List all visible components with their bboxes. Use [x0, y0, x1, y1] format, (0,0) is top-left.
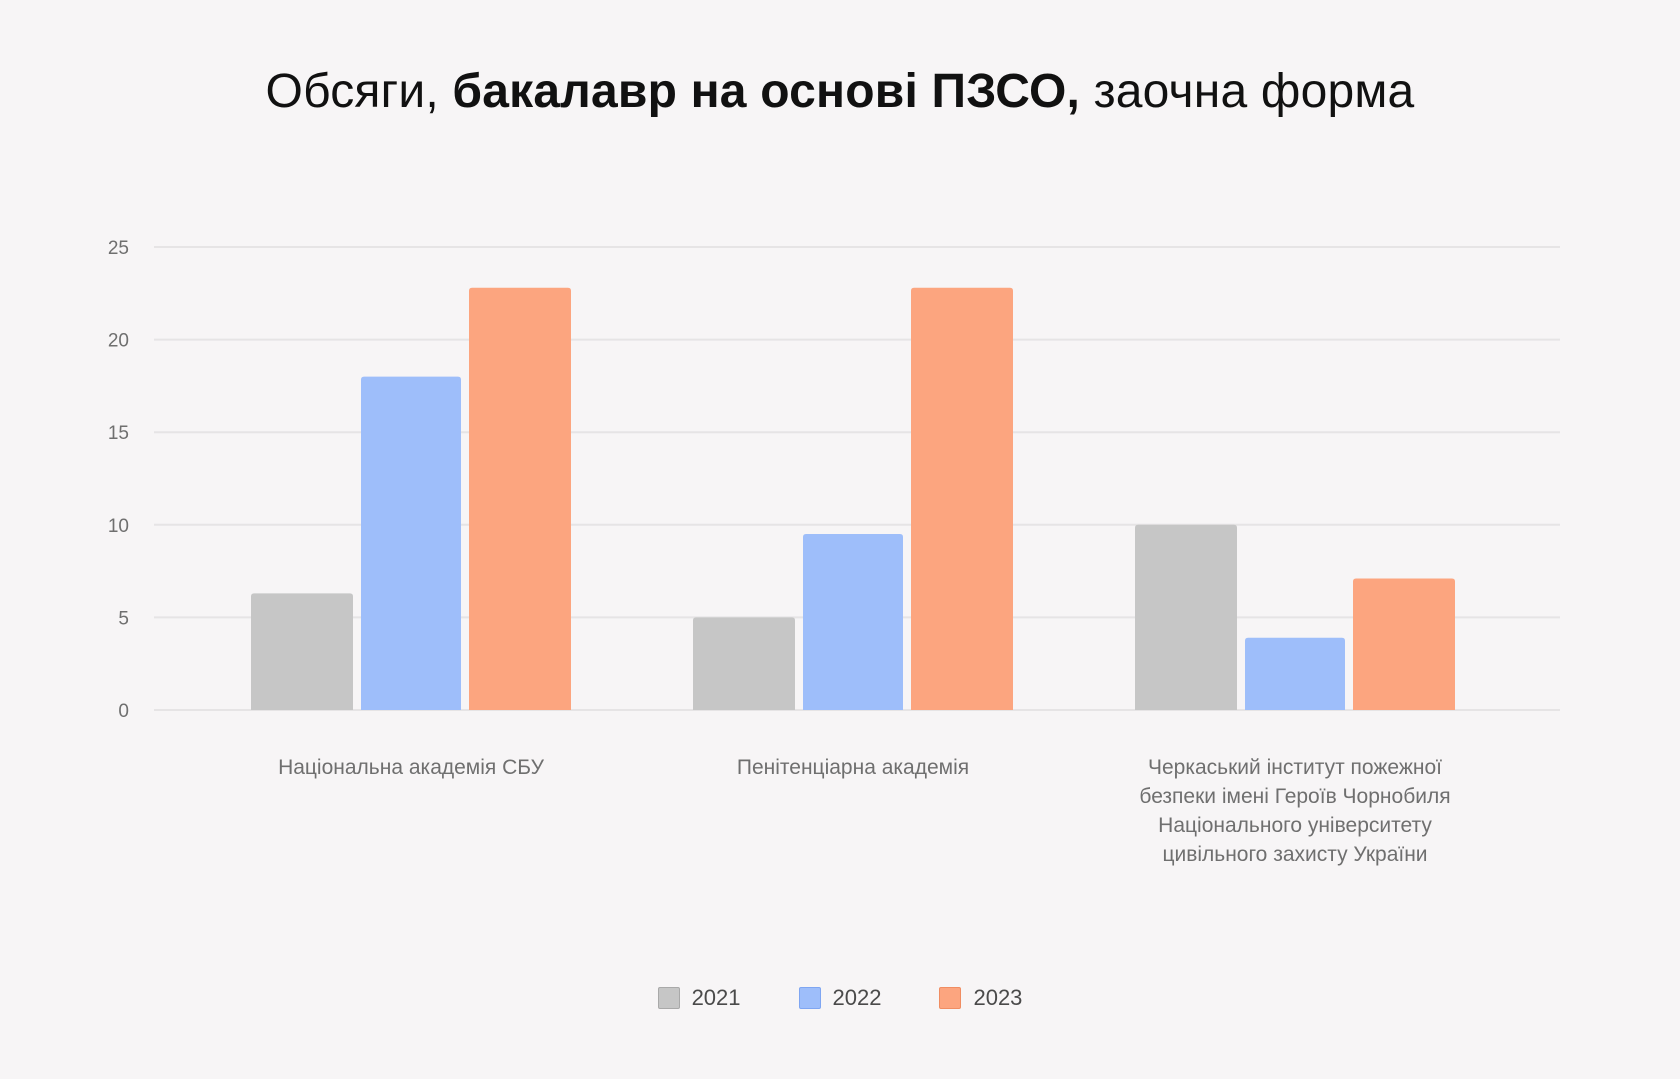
bar-2023 — [469, 287, 571, 710]
chart-title-prefix: Обсяги, — [265, 65, 453, 118]
category-label: Національна академія СБУ — [278, 756, 545, 779]
legend-label: 2022 — [832, 985, 882, 1010]
category-label: Черкаський інститут пожежної — [1148, 756, 1442, 779]
chart-title-suffix: заочна форма — [1080, 65, 1415, 118]
bar-2023 — [1353, 578, 1455, 710]
bar-2022 — [1245, 637, 1345, 710]
bar-2023 — [911, 287, 1013, 710]
bar-2021 — [1135, 524, 1237, 710]
category-label: цивільного захисту України — [1162, 843, 1427, 866]
legend-item-2023: 2023 — [939, 985, 1022, 1011]
y-tick-label: 20 — [108, 331, 129, 352]
y-tick-label: 25 — [108, 238, 129, 259]
category-label: Пенітенціарна академія — [737, 756, 969, 779]
legend-swatch — [939, 987, 962, 1009]
y-tick-label: 15 — [108, 423, 129, 444]
bar-2022 — [803, 534, 903, 710]
chart-title-bold: бакалавр на основі ПЗСО, — [452, 65, 1081, 118]
category-label: Національного університету — [1158, 814, 1432, 837]
bar-2021 — [251, 593, 353, 710]
legend-label: 2023 — [973, 985, 1023, 1010]
y-tick-label: 10 — [108, 516, 129, 537]
chart-title: Обсяги, бакалавр на основі ПЗСО, заочна … — [0, 64, 1680, 119]
legend-item-2022: 2022 — [798, 985, 882, 1011]
category-label: безпеки імені Героїв Чорнобиля — [1139, 785, 1450, 808]
bar-2021 — [693, 617, 795, 710]
legend-label: 2021 — [691, 985, 741, 1010]
legend-swatch — [657, 987, 680, 1009]
legend: 2021 2022 2023 — [0, 985, 1680, 1011]
legend-item-2021: 2021 — [657, 985, 741, 1011]
y-tick-label: 0 — [118, 701, 129, 722]
bar-2022 — [361, 376, 461, 710]
y-tick-label: 5 — [118, 608, 129, 629]
legend-swatch — [798, 987, 821, 1009]
